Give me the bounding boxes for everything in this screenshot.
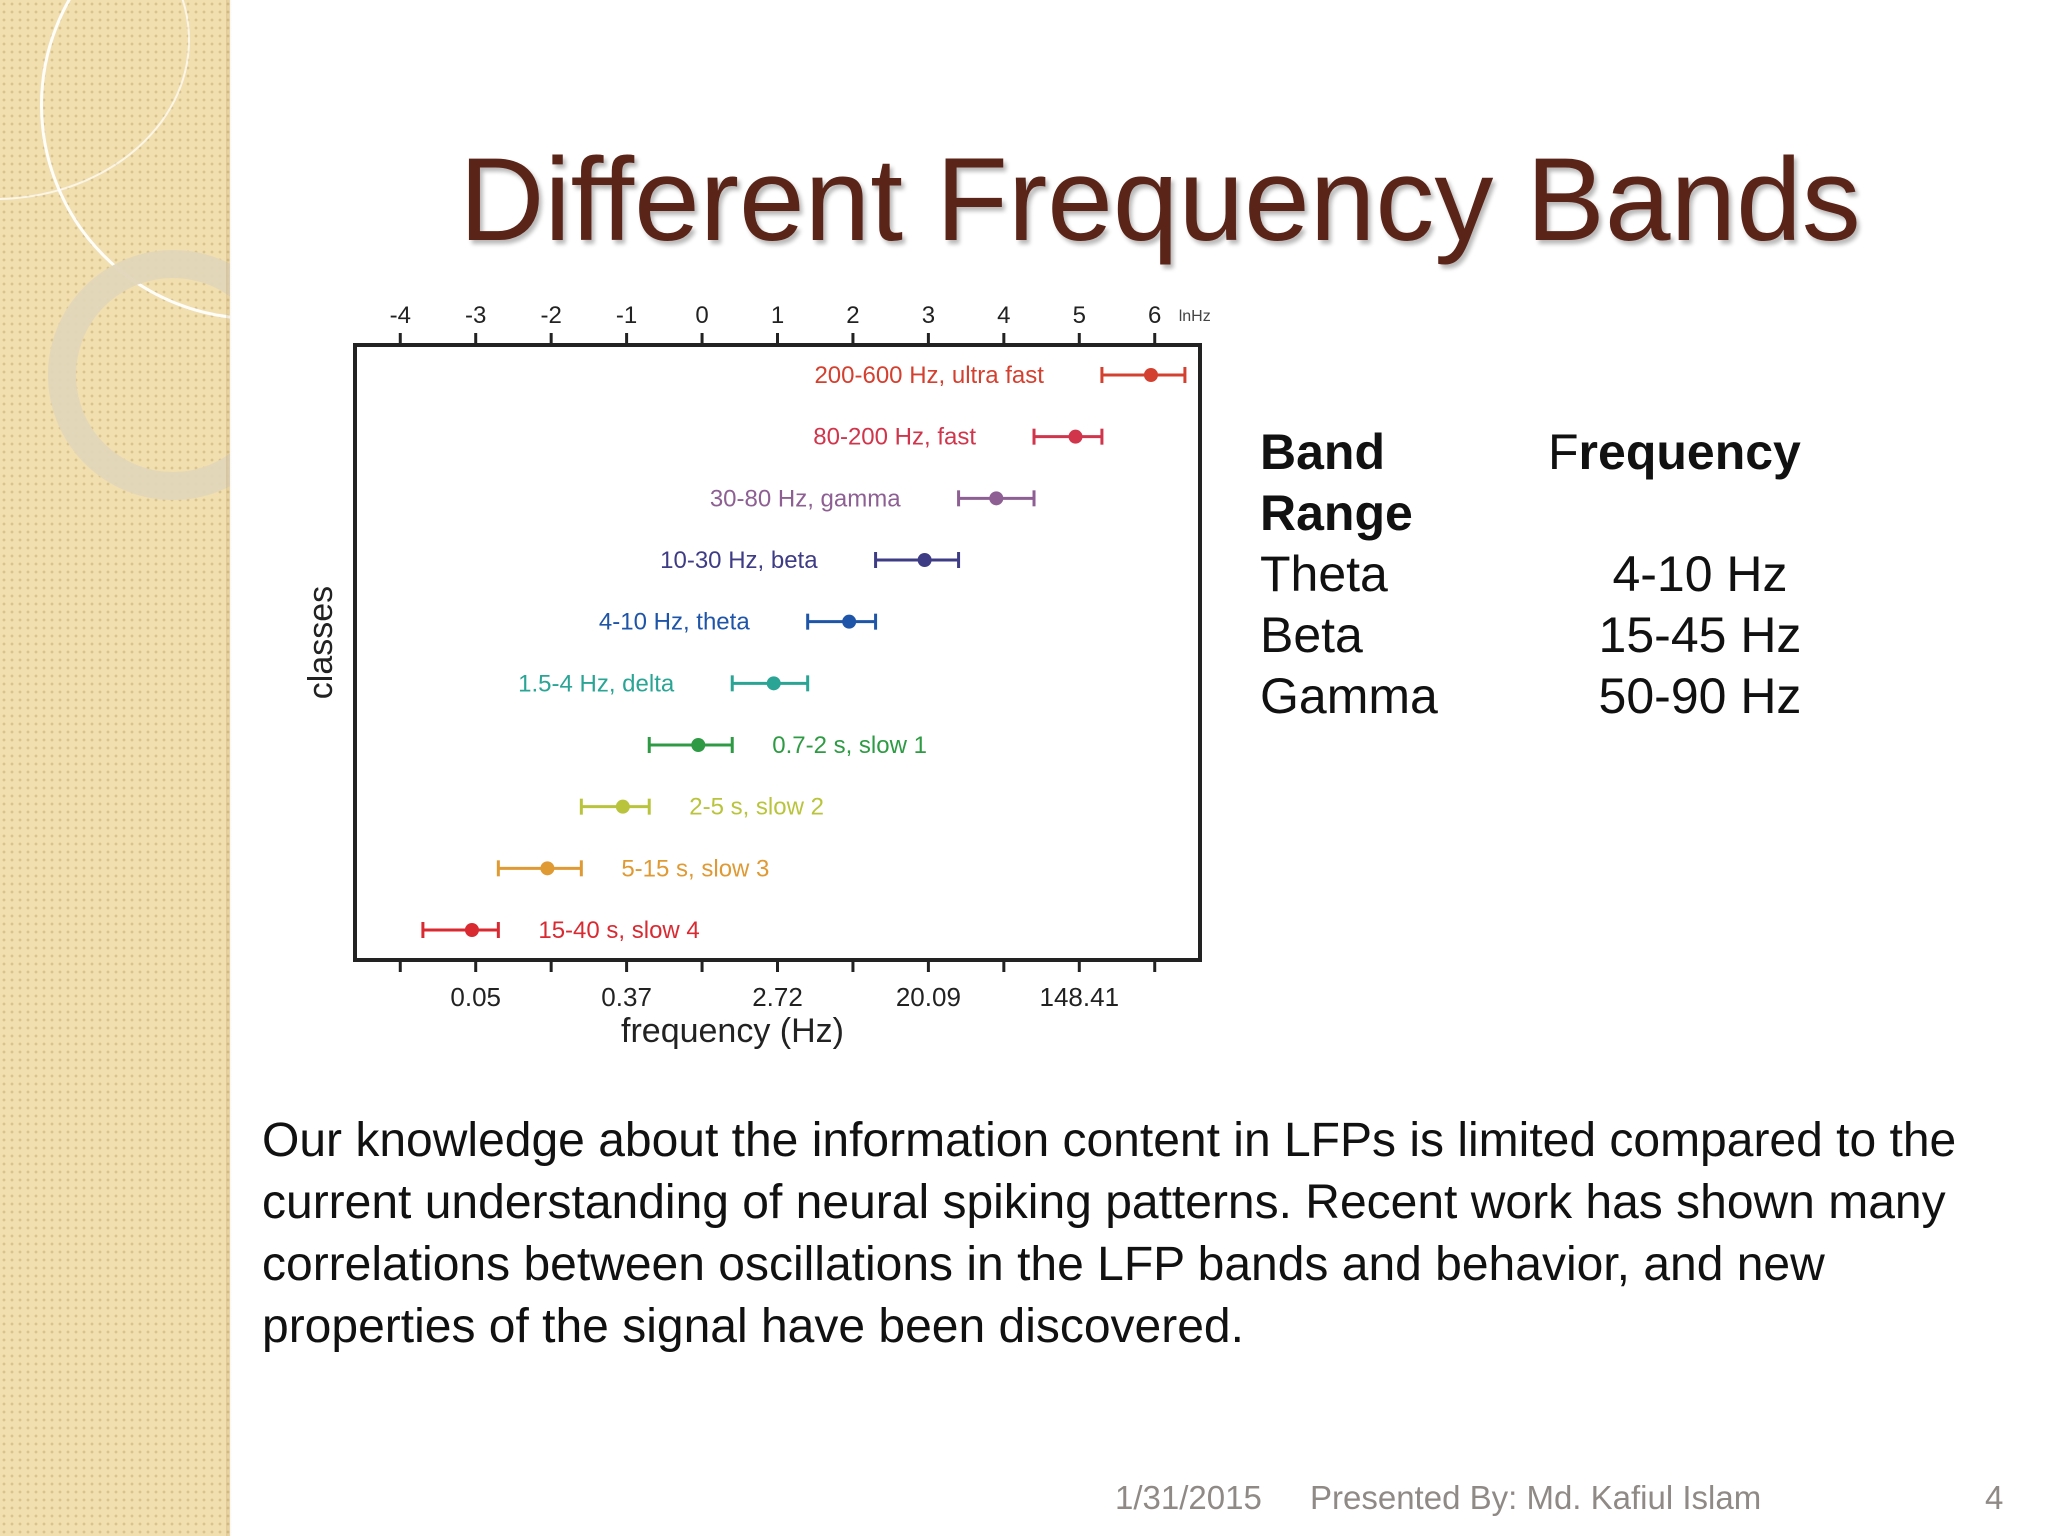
slide-title: Different Frequency Bands <box>459 134 1861 266</box>
data-point <box>766 676 781 691</box>
header-range: Range <box>1260 485 1413 541</box>
table-row: Theta 4-10 Hz <box>1260 544 2000 605</box>
table-header-row-2: Range <box>1260 483 2000 544</box>
bottom-axis-tick-label: 148.41 <box>1040 982 1120 1012</box>
class-label: 10-30 Hz, beta <box>660 547 818 574</box>
sidebar-edge <box>226 0 232 1536</box>
band-frequency-table: Band Frequency Range Theta 4-10 Hz Beta … <box>1260 422 2000 727</box>
class-label: 2-5 s, slow 2 <box>689 794 824 821</box>
decorative-sidebar <box>0 0 230 1536</box>
top-axis-tick-label: 6 <box>1148 302 1161 329</box>
class-label: 0.7-2 s, slow 1 <box>772 732 927 759</box>
band-name: Theta <box>1260 546 1388 602</box>
header-frequency: Frequency <box>1548 422 1801 483</box>
data-point <box>989 491 1004 506</box>
top-axis-tick-label: 5 <box>1073 302 1086 329</box>
table-row: Gamma 50-90 Hz <box>1260 666 2000 727</box>
data-point <box>691 738 706 752</box>
bottom-axis-tick-label: 0.05 <box>450 982 501 1012</box>
data-point <box>917 553 932 567</box>
top-axis-tick-label: 4 <box>997 302 1010 329</box>
decorative-ring <box>48 250 230 500</box>
class-label: 5-15 s, slow 3 <box>621 855 769 882</box>
data-point <box>842 614 857 629</box>
footer-date: 1/31/2015 <box>1115 1479 1262 1516</box>
band-frequency: 4-10 Hz <box>1612 546 1788 602</box>
data-point <box>540 861 555 876</box>
class-label: 4-10 Hz, theta <box>599 609 750 636</box>
band-frequency: 50-90 Hz <box>1598 668 1802 724</box>
data-point <box>1068 429 1083 444</box>
top-axis-tick-label: 1 <box>771 302 784 329</box>
top-axis-tick-label: 0 <box>695 302 708 329</box>
x-axis-title: frequency (Hz) <box>621 1012 844 1050</box>
band-name: Beta <box>1260 607 1363 663</box>
header-band: Band <box>1260 424 1385 480</box>
table-header-row: Band Frequency <box>1260 422 2000 483</box>
header-frequency-rest: requency <box>1578 424 1801 480</box>
data-point <box>1143 368 1158 382</box>
data-point <box>464 923 479 937</box>
top-axis-label: lnHz <box>1179 308 1211 325</box>
data-point <box>615 799 630 814</box>
frequency-bands-chart: -4 -3 -2 -1 0 1 2 3 4 5 6 lnHz 0.05 0.37 2.72 20.09 148.… <box>280 285 1250 1075</box>
bottom-axis-tick-label: 20.09 <box>896 982 961 1012</box>
header-frequency-initial: F <box>1548 424 1579 480</box>
top-axis-tick-label: -4 <box>390 302 411 329</box>
top-axis-tick-label: -2 <box>540 302 561 329</box>
top-axis-tick-label: 2 <box>846 302 859 329</box>
bottom-axis-tick-label: 0.37 <box>601 982 652 1012</box>
y-axis-title: classes <box>302 586 340 699</box>
class-label: 200-600 Hz, ultra fast <box>814 362 1044 389</box>
table-row: Beta 15-45 Hz <box>1260 605 2000 666</box>
class-label: 15-40 s, slow 4 <box>538 917 699 944</box>
class-label: 1.5-4 Hz, delta <box>518 670 675 697</box>
top-axis-tick-label: -3 <box>465 302 486 329</box>
top-axis-tick-label: 3 <box>922 302 935 329</box>
chart-svg: -4 -3 -2 -1 0 1 2 3 4 5 6 lnHz 0.05 0.37 2.72 20.09 148.… <box>302 302 1211 1050</box>
top-axis-tick-label: -1 <box>616 302 637 329</box>
class-label: 30-80 Hz, gamma <box>710 485 901 512</box>
bottom-axis-tick-label: 2.72 <box>752 982 803 1012</box>
band-name: Gamma <box>1260 668 1438 724</box>
body-paragraph: Our knowledge about the information cont… <box>262 1114 1957 1353</box>
footer-presenter: Presented By: Md. Kafiul Islam <box>1310 1479 1762 1516</box>
class-label: 80-200 Hz, fast <box>813 424 976 451</box>
footer-page-number: 4 <box>1985 1479 2004 1516</box>
band-frequency: 15-45 Hz <box>1598 607 1802 663</box>
